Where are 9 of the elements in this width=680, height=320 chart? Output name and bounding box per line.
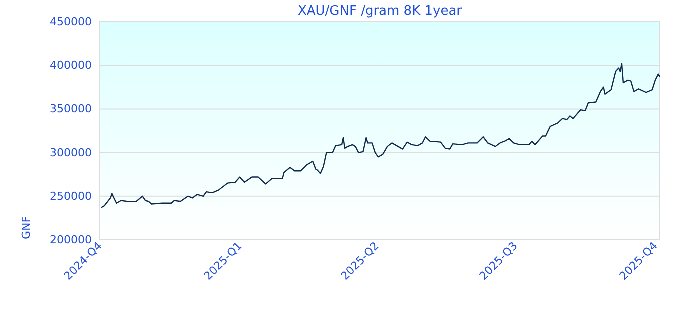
chart-title: XAU/GNF /gram 8K 1year xyxy=(298,4,463,19)
y-axis-title: GNF xyxy=(20,216,33,240)
y-tick-label: 350000 xyxy=(50,102,92,116)
y-tick-label: 300000 xyxy=(50,146,92,160)
y-tick-label: 400000 xyxy=(50,59,92,72)
y-tick-label: 450000 xyxy=(50,16,92,29)
line-series xyxy=(100,63,661,208)
y-tick-label: 200000 xyxy=(50,234,92,247)
y-tick-label: 250000 xyxy=(50,190,92,203)
